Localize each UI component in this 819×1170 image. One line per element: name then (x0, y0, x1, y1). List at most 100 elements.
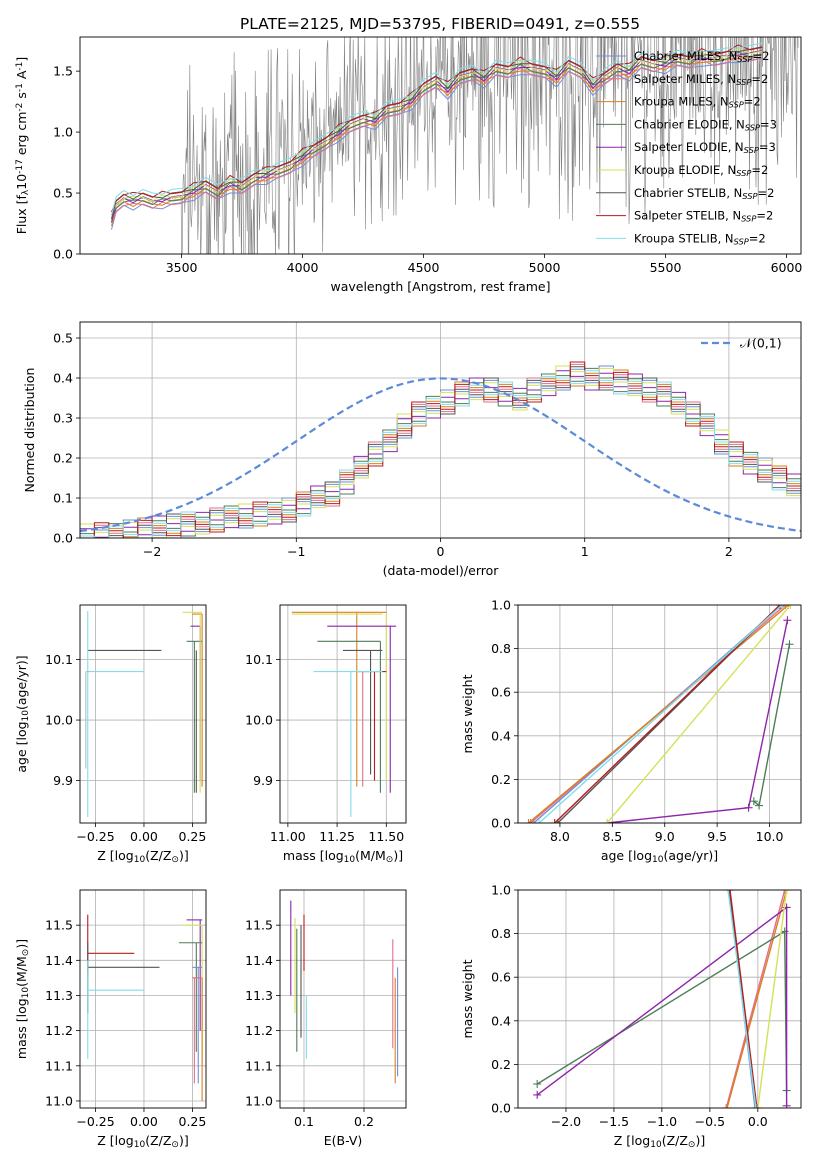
y-tick-label: 0.1 (53, 491, 73, 506)
legend-label: Chabrier ELODIE, NSSP=3 (634, 117, 777, 132)
label-part: ⊙ (171, 1140, 179, 1150)
label-part: (data-model)/error (383, 563, 500, 578)
legend-label: Kroupa MILES, NSSP=2 (634, 95, 761, 110)
label-part: mass [log (283, 848, 344, 863)
label-part: SSP (741, 214, 756, 224)
y-tick-label: 11.0 (45, 1093, 73, 1108)
label-part: SSP (737, 54, 752, 64)
plot-background (80, 605, 206, 823)
label-part: (age/yr)] (14, 655, 29, 710)
x-tick-label: 4500 (408, 260, 440, 275)
plot-area-age-vs-Z (85, 611, 203, 817)
y-tick-label: 11.5 (245, 918, 273, 933)
label-part: mass [log (14, 998, 29, 1059)
label-part: =2 (758, 186, 775, 200)
y-tick-label: 0.4 (491, 1013, 511, 1028)
label-part: =2 (751, 163, 768, 177)
legend-label: Salpeter STELIB, NSSP=2 (634, 209, 773, 224)
weight-line-8 (729, 890, 758, 1108)
label-part: Flux [f (14, 194, 29, 234)
label-part: (Z/Z (145, 1133, 171, 1148)
y-tick-label: 11.4 (45, 953, 73, 968)
label-part: SSP (736, 168, 751, 178)
x-tick-label: 11.00 (270, 829, 306, 844)
axes-frame (279, 889, 407, 1109)
plot-background (518, 890, 801, 1108)
x-tick-label: −0.5 (695, 1114, 725, 1129)
label-part: (Z/Z (662, 1133, 688, 1148)
weight-line-3 (726, 890, 788, 1108)
label-part: Salpeter STELIB, N (634, 209, 741, 223)
plot-area-mass-weight-vs-age (524, 605, 795, 823)
legend-label: Kroupa STELIB, NSSP=2 (634, 231, 766, 246)
label-part: E(B-V) (324, 1133, 363, 1148)
x-tick-label: 0.2 (354, 1114, 374, 1129)
x-axis-label: wavelength [Angstrom, rest frame] (330, 279, 550, 294)
gaussian-curve (80, 377, 801, 533)
label-part: )] (179, 1133, 189, 1148)
model-spectrum-6 (111, 48, 763, 216)
y-tick-label: 11.5 (45, 918, 73, 933)
label-part: =3 (760, 117, 777, 131)
legend-label: 𝒩(0,1) (740, 336, 782, 351)
x-axis-label: Z [log10(Z/Z⊙)] (97, 1133, 188, 1150)
x-tick-label: −1 (287, 544, 305, 559)
model-spectrum-7 (111, 46, 763, 219)
axes-mass-vs-EBV: 0.1 0.2 11.0 11.1 11.2 11.3 11.4 11.5 E(B-V) (245, 889, 407, 1148)
y-tick-label: 9.9 (53, 773, 73, 788)
plot-background (80, 890, 206, 1108)
weight-line-9 (727, 890, 757, 1108)
y-tick-label: 1.0 (491, 598, 511, 613)
x-tick-label: 10.0 (756, 829, 784, 844)
legend-label: Kroupa ELODIE, NSSP=2 (634, 163, 768, 178)
axes-age-vs-Z: −0.25 0.00 0.259.910.010.1Z [log10(Z/Z⊙)]a… (14, 604, 207, 865)
x-tick-label: 11.50 (368, 829, 404, 844)
label-part: mass weight (460, 959, 475, 1038)
x-tick-label: 4000 (287, 260, 319, 275)
label-part: wavelength [Angstrom, rest frame] (330, 279, 550, 294)
label-part: 10 (21, 710, 31, 722)
plot-area-spectrum (111, 37, 799, 254)
weight-line-9 (538, 605, 783, 823)
label-part: )] (179, 848, 189, 863)
y-tick-label: 0.4 (53, 371, 73, 386)
y-tick-label: 1.0 (491, 883, 511, 898)
label-part: =2 (756, 209, 773, 223)
axes-mass-vs-Z: −0.25 0.00 0.25 11.0 11.1 11.2 11.3 11.4 11.5 Z [… (14, 889, 207, 1150)
y-tick-label: 0.3 (53, 411, 73, 426)
y-tick-label: 9.9 (253, 773, 273, 788)
x-tick-label: 9.0 (655, 829, 675, 844)
axes-frame (79, 36, 802, 255)
label-part: )] (393, 848, 403, 863)
label-part: =3 (759, 140, 776, 154)
label-part: =2 (753, 49, 770, 63)
label-part: 10 (344, 855, 356, 865)
label-part: -2 (15, 103, 25, 112)
y-tick-label: 10.1 (245, 652, 273, 667)
label-part: Chabrier ELODIE, N (634, 117, 745, 131)
y-tick-label: 0.0 (53, 247, 73, 262)
x-tick-label: −0.25 (76, 1114, 114, 1129)
y-tick-label: 11.2 (245, 1023, 273, 1038)
legend-label: Salpeter ELODIE, NSSP=3 (634, 140, 776, 155)
x-tick-label: 0.25 (179, 829, 207, 844)
y-tick-label: 10.0 (245, 713, 273, 728)
y-tick-label: 0.6 (491, 685, 511, 700)
label-part: Z [log (614, 1133, 650, 1148)
label-part: mass weight (460, 674, 475, 753)
x-tick-label: −0.25 (76, 829, 114, 844)
label-part: Chabrier MILES, N (634, 49, 737, 63)
label-part: Kroupa STELIB, N (634, 231, 734, 245)
y-tick-label: 0.2 (53, 451, 73, 466)
label-part: age [log (601, 848, 652, 863)
weight-line-2 (725, 890, 786, 1108)
axes-spectrum: 3500 4000 4500 5000 5500 6000 0.0 0.5 1.0 1.5 wave… (14, 36, 802, 294)
model-spectrum-9 (111, 42, 763, 216)
label-part: (M/M (355, 848, 386, 863)
label-part: Salpeter ELODIE, N (634, 140, 744, 154)
x-tick-label: −1.0 (647, 1114, 677, 1129)
plot-area-mass-weight-vs-Z (533, 890, 791, 1108)
x-axis-label: Z [log10(Z/Z⊙)] (614, 1133, 705, 1150)
y-tick-label: 0.5 (53, 186, 73, 201)
